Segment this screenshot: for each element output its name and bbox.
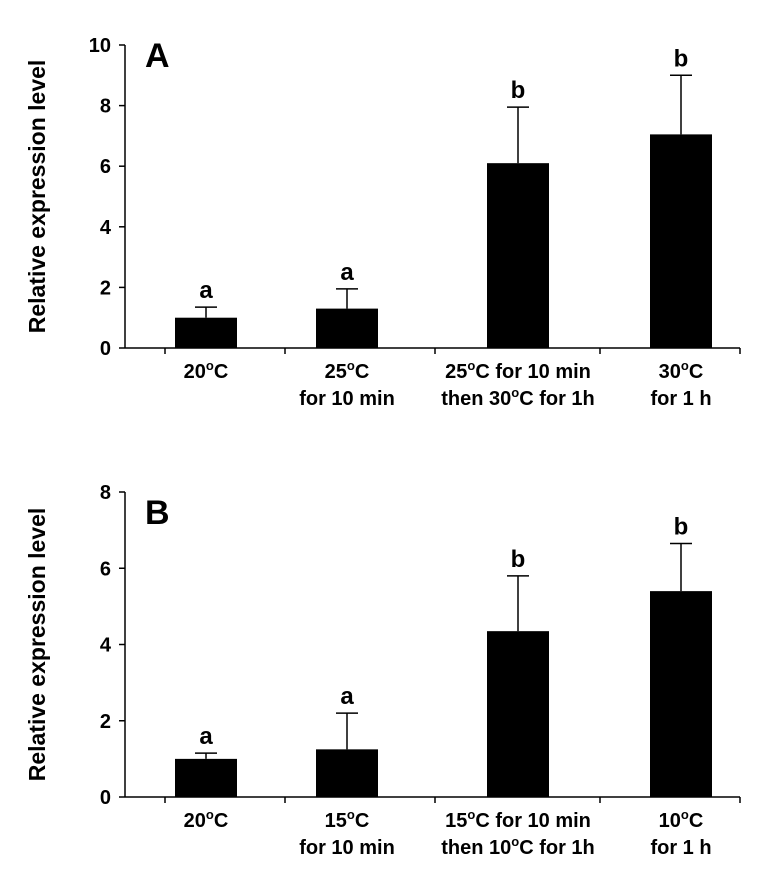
category-label-line1: 15oC bbox=[325, 807, 370, 832]
degree-mark: o bbox=[681, 807, 689, 822]
degree-mark: o bbox=[206, 358, 214, 373]
bar bbox=[316, 749, 378, 797]
category-unit: C bbox=[689, 361, 703, 383]
degree-mark: o bbox=[347, 358, 355, 373]
degree-mark: o bbox=[511, 385, 519, 400]
y-tick-label: 6 bbox=[100, 156, 111, 178]
y-tick-label: 8 bbox=[100, 482, 111, 504]
bar bbox=[487, 163, 549, 348]
bar bbox=[650, 134, 712, 348]
y-tick-label: 4 bbox=[100, 635, 112, 657]
category-line2: then 10 bbox=[441, 837, 511, 859]
panel-letter: A bbox=[145, 37, 170, 75]
y-tick-label: 4 bbox=[100, 217, 112, 239]
category-label-line2: for 1 h bbox=[650, 837, 711, 859]
category-unit: C bbox=[214, 361, 228, 383]
category-base: 15 bbox=[325, 810, 347, 832]
y-tick-label: 6 bbox=[100, 558, 111, 580]
category-base: 25 bbox=[445, 361, 467, 383]
degree-mark: o bbox=[511, 834, 519, 849]
y-tick-label: 0 bbox=[100, 338, 111, 360]
degree-mark: o bbox=[347, 807, 355, 822]
bar bbox=[175, 758, 237, 797]
category-unit: C for 10 min bbox=[475, 361, 591, 383]
bar bbox=[650, 591, 712, 797]
category-line2: for 10 min bbox=[299, 388, 395, 410]
y-axis-title: Relative expression level bbox=[24, 508, 50, 782]
significance-label: a bbox=[199, 723, 213, 750]
panel-letter: B bbox=[145, 494, 170, 532]
significance-label: b bbox=[674, 45, 689, 72]
bar bbox=[175, 317, 237, 348]
category-line2-unit: C for 1h bbox=[519, 837, 595, 859]
category-unit: C bbox=[689, 810, 703, 832]
category-line2: then 30 bbox=[441, 388, 511, 410]
degree-mark: o bbox=[467, 807, 475, 822]
y-tick-label: 10 bbox=[89, 35, 111, 57]
category-base: 25 bbox=[325, 361, 347, 383]
category-base: 20 bbox=[184, 361, 206, 383]
category-label-line2: then 30oC for 1h bbox=[441, 385, 595, 410]
category-label-line1: 10oC bbox=[659, 807, 704, 832]
category-unit: C bbox=[214, 810, 228, 832]
category-base: 20 bbox=[184, 810, 206, 832]
category-label-line2: for 10 min bbox=[299, 388, 395, 410]
bar bbox=[316, 308, 378, 348]
category-line2: for 1 h bbox=[650, 837, 711, 859]
degree-mark: o bbox=[206, 807, 214, 822]
category-base: 10 bbox=[659, 810, 681, 832]
category-label-line2: for 10 min bbox=[299, 837, 395, 859]
category-unit: C bbox=[355, 361, 369, 383]
category-line2: for 10 min bbox=[299, 837, 395, 859]
category-label-line1: 30oC bbox=[659, 358, 704, 383]
significance-label: a bbox=[199, 277, 213, 304]
y-tick-label: 2 bbox=[100, 277, 111, 299]
category-unit: C for 10 min bbox=[475, 810, 591, 832]
degree-mark: o bbox=[467, 358, 475, 373]
y-tick-label: 8 bbox=[100, 96, 111, 118]
significance-label: b bbox=[674, 513, 689, 540]
significance-label: a bbox=[340, 259, 354, 286]
y-tick-label: 2 bbox=[100, 711, 111, 733]
category-label-line1: 25oC bbox=[325, 358, 370, 383]
category-line2: for 1 h bbox=[650, 388, 711, 410]
category-label-line1: 20oC bbox=[184, 807, 229, 832]
category-base: 15 bbox=[445, 810, 467, 832]
category-base: 30 bbox=[659, 361, 681, 383]
significance-label: a bbox=[340, 683, 354, 710]
category-label-line2: for 1 h bbox=[650, 388, 711, 410]
degree-mark: o bbox=[681, 358, 689, 373]
y-tick-label: 0 bbox=[100, 787, 111, 809]
y-axis-title: Relative expression level bbox=[24, 60, 50, 334]
significance-label: b bbox=[511, 546, 526, 573]
category-label-line1: 25oC for 10 min bbox=[445, 358, 591, 383]
significance-label: b bbox=[511, 77, 526, 104]
category-label-line2: then 10oC for 1h bbox=[441, 834, 595, 859]
category-label-line1: 15oC for 10 min bbox=[445, 807, 591, 832]
bar bbox=[487, 631, 549, 797]
category-line2-unit: C for 1h bbox=[519, 388, 595, 410]
category-label-line1: 20oC bbox=[184, 358, 229, 383]
category-unit: C bbox=[355, 810, 369, 832]
